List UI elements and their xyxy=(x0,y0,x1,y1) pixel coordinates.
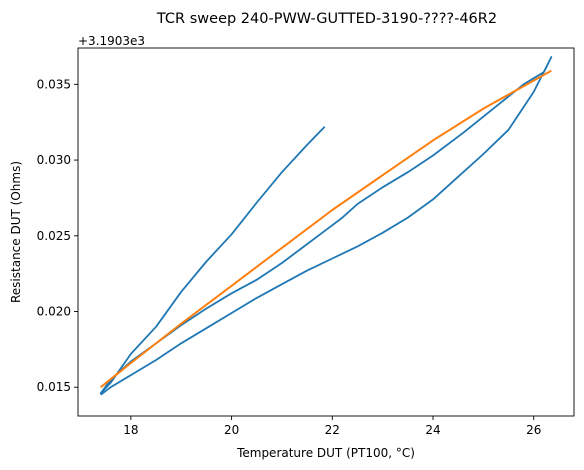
y-tick-label: 0.035 xyxy=(37,77,71,91)
x-axis-label: Temperature DUT (PT100, °C) xyxy=(236,446,415,460)
y-tick-label: 0.020 xyxy=(37,305,71,319)
y-axis-ticks: 0.015 0.020 0.025 0.030 0.035 xyxy=(37,77,78,394)
y-axis-label: Resistance DUT (Ohms) xyxy=(9,161,23,303)
x-tick-label: 18 xyxy=(123,423,138,437)
y-tick-label: 0.015 xyxy=(37,380,71,394)
x-tick-label: 20 xyxy=(224,423,239,437)
series-line-fit xyxy=(100,69,552,388)
chart-title: TCR sweep 240-PWW-GUTTED-3190-????-46R2 xyxy=(156,11,497,27)
y-tick-label: 0.030 xyxy=(37,153,71,167)
series-line-measured xyxy=(99,56,553,396)
y-tick-label: 0.025 xyxy=(37,229,71,243)
x-tick-label: 26 xyxy=(526,423,541,437)
series-layer xyxy=(99,56,553,396)
x-axis-ticks: 18 20 22 24 26 xyxy=(123,416,541,437)
plot-frame xyxy=(77,47,575,417)
x-tick-label: 22 xyxy=(325,423,340,437)
y-offset-label: +3.1903e3 xyxy=(78,34,145,48)
x-tick-label: 24 xyxy=(425,423,440,437)
